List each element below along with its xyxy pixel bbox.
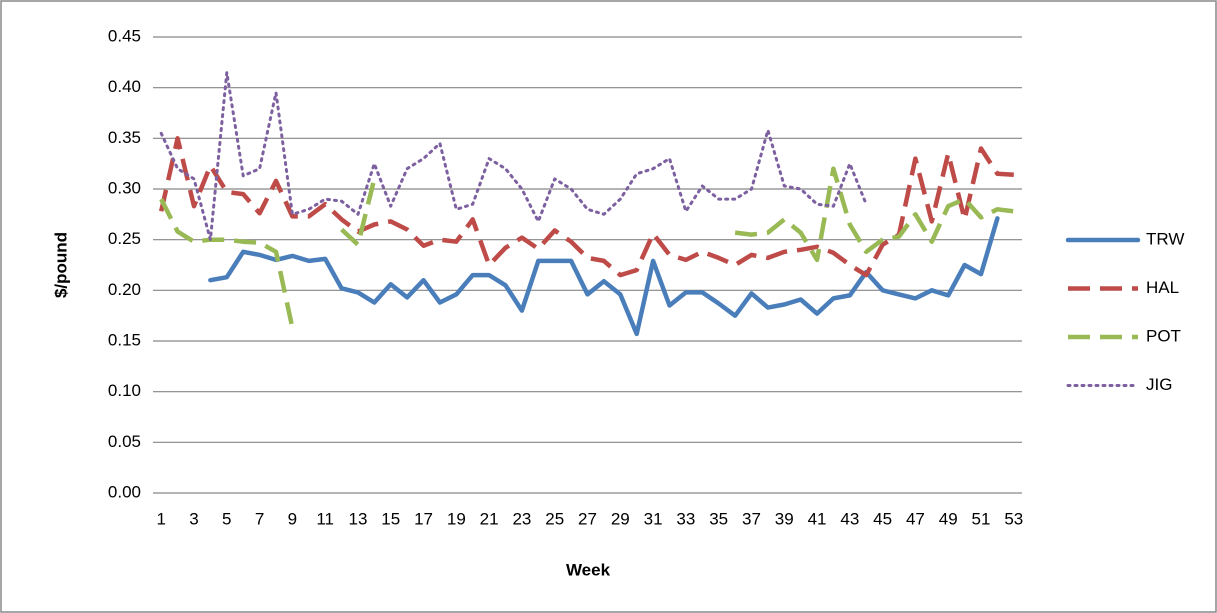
y-tick-label: 0.40 — [108, 77, 141, 96]
x-tick-label: 43 — [840, 509, 859, 528]
x-tick-label: 33 — [676, 509, 695, 528]
x-tick-label: 29 — [611, 509, 630, 528]
x-tick-label: 37 — [742, 509, 761, 528]
x-tick-label: 15 — [381, 509, 400, 528]
x-tick-label: 5 — [222, 509, 231, 528]
x-tick-label: 7 — [255, 509, 264, 528]
x-tick-label: 9 — [288, 509, 297, 528]
y-tick-label: 0.05 — [108, 432, 141, 451]
y-tick-label: 0.15 — [108, 330, 141, 349]
y-tick-label: 0.45 — [108, 26, 141, 45]
y-tick-label: 0.20 — [108, 280, 141, 299]
x-tick-label: 3 — [189, 509, 198, 528]
y-tick-label: 0.00 — [108, 482, 141, 501]
x-tick-label: 25 — [545, 509, 564, 528]
x-tick-label: 19 — [447, 509, 466, 528]
x-tick-label: 31 — [644, 509, 663, 528]
legend-label: POT — [1146, 326, 1181, 345]
series-line — [159, 166, 1015, 329]
x-tick-label: 49 — [939, 509, 958, 528]
legend-label: TRW — [1146, 229, 1184, 248]
x-tick-label: 11 — [316, 509, 334, 528]
y-axis-title: $/pound — [51, 232, 70, 298]
x-tick-label: 53 — [1004, 509, 1023, 528]
y-tick-label: 0.35 — [108, 128, 141, 147]
x-tick-label: 23 — [512, 509, 531, 528]
y-tick-label: 0.10 — [108, 381, 141, 400]
x-tick-label: 35 — [709, 509, 728, 528]
series-line — [159, 71, 868, 242]
y-tick-label: 0.25 — [108, 229, 141, 248]
x-tick-label: 21 — [480, 509, 499, 528]
x-tick-label: 27 — [578, 509, 597, 528]
legend-label: JIG — [1146, 375, 1172, 394]
x-tick-label: 1 — [156, 509, 165, 528]
x-tick-label: 47 — [906, 509, 925, 528]
x-tick-label: 45 — [873, 509, 892, 528]
x-axis-title: Week — [566, 560, 611, 579]
x-tick-label: 41 — [808, 509, 827, 528]
x-tick-label: 39 — [775, 509, 794, 528]
y-tick-label: 0.30 — [108, 178, 141, 197]
legend-label: HAL — [1146, 278, 1179, 297]
x-tick-label: 51 — [972, 509, 991, 528]
x-tick-label: 13 — [348, 509, 367, 528]
x-tick-label: 17 — [414, 509, 433, 528]
